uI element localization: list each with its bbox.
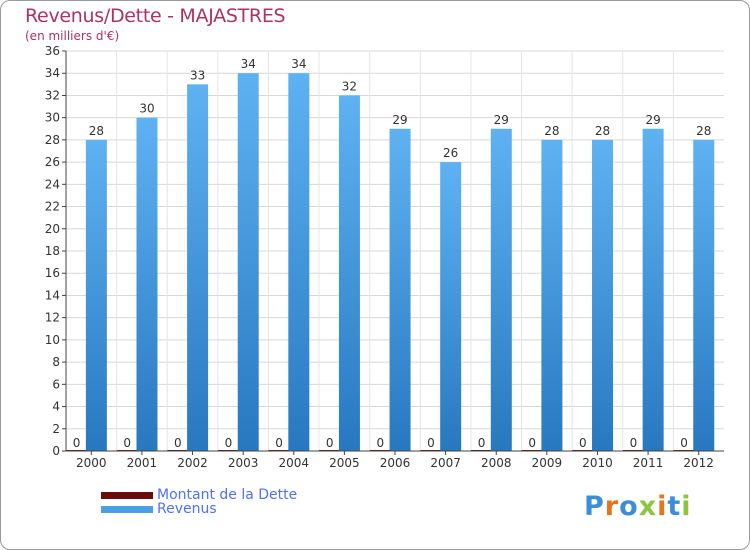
data-label-dette-2002: 0 bbox=[174, 436, 182, 450]
logo-letter: r bbox=[604, 491, 620, 522]
logo-letter: i bbox=[681, 491, 692, 522]
data-label-revenus-2008: 29 bbox=[494, 113, 509, 127]
x-tick-label: 2000 bbox=[76, 456, 107, 470]
y-tick-label: 12 bbox=[45, 311, 60, 325]
data-label-dette-2006: 0 bbox=[377, 436, 385, 450]
data-label-revenus-2009: 28 bbox=[544, 124, 559, 138]
y-tick-label: 32 bbox=[45, 88, 60, 102]
data-label-dette-2011: 0 bbox=[630, 436, 638, 450]
y-tick-label: 18 bbox=[45, 244, 60, 258]
y-tick-label: 16 bbox=[45, 266, 60, 280]
y-tick-label: 28 bbox=[45, 133, 60, 147]
bar-revenus-2005 bbox=[338, 95, 360, 451]
data-label-dette-2007: 0 bbox=[427, 436, 435, 450]
proxiti-logo: Proxiti bbox=[584, 491, 692, 522]
y-tick-label: 24 bbox=[45, 177, 60, 191]
bar-revenus-2004 bbox=[288, 73, 310, 451]
y-tick-label: 26 bbox=[45, 155, 60, 169]
data-label-dette-2012: 0 bbox=[680, 436, 688, 450]
data-label-revenus-2000: 28 bbox=[89, 124, 104, 138]
bar-revenus-2011 bbox=[642, 128, 664, 451]
x-tick-label: 2004 bbox=[278, 456, 309, 470]
data-label-revenus-2002: 33 bbox=[190, 68, 205, 82]
data-label-revenus-2004: 34 bbox=[291, 57, 306, 71]
legend-swatch-revenus bbox=[101, 505, 153, 513]
y-tick-label: 22 bbox=[45, 200, 60, 214]
x-tick-label: 2010 bbox=[582, 456, 613, 470]
data-label-revenus-2006: 29 bbox=[392, 113, 407, 127]
data-label-dette-2004: 0 bbox=[275, 436, 283, 450]
x-tick-label: 2002 bbox=[177, 456, 208, 470]
data-label-dette-2003: 0 bbox=[225, 436, 233, 450]
y-tick-label: 10 bbox=[45, 333, 60, 347]
legend-label-dette: Montant de la Dette bbox=[157, 487, 298, 503]
data-label-revenus-2012: 28 bbox=[696, 124, 711, 138]
data-label-dette-2009: 0 bbox=[528, 436, 536, 450]
y-tick-label: 6 bbox=[52, 377, 60, 391]
data-label-dette-2000: 0 bbox=[73, 436, 81, 450]
legend-item-dette: Montant de la Dette bbox=[101, 487, 297, 503]
legend-label-revenus: Revenus bbox=[157, 501, 217, 517]
x-tick-label: 2012 bbox=[683, 456, 714, 470]
y-tick-label: 14 bbox=[45, 288, 60, 302]
data-label-revenus-2011: 29 bbox=[645, 113, 660, 127]
y-tick-label: 34 bbox=[45, 66, 60, 80]
x-tick-label: 2008 bbox=[481, 456, 512, 470]
bar-revenus-2009 bbox=[541, 139, 563, 451]
data-label-dette-2008: 0 bbox=[478, 436, 486, 450]
x-tick-label: 2006 bbox=[380, 456, 411, 470]
bar-revenus-2000 bbox=[85, 139, 107, 451]
y-tick-label: 36 bbox=[45, 44, 60, 58]
data-label-revenus-2003: 34 bbox=[241, 57, 256, 71]
data-label-dette-2001: 0 bbox=[123, 436, 131, 450]
bar-revenus-2003 bbox=[237, 73, 259, 451]
x-tick-label: 2003 bbox=[228, 456, 259, 470]
logo-letter: x bbox=[638, 491, 658, 522]
legend-swatch-dette bbox=[101, 491, 153, 499]
bar-revenus-2010 bbox=[592, 139, 614, 451]
y-tick-label: 8 bbox=[52, 355, 60, 369]
y-tick-label: 0 bbox=[52, 444, 60, 458]
legend-item-revenus: Revenus bbox=[101, 501, 217, 517]
x-tick-label: 2009 bbox=[532, 456, 563, 470]
logo-letter: i bbox=[657, 491, 668, 522]
y-tick-label: 20 bbox=[45, 222, 60, 236]
data-label-revenus-2010: 28 bbox=[595, 124, 610, 138]
x-tick-label: 2001 bbox=[127, 456, 158, 470]
data-label-dette-2010: 0 bbox=[579, 436, 587, 450]
bar-revenus-2012 bbox=[693, 139, 715, 451]
bar-revenus-2007 bbox=[440, 162, 462, 451]
bar-revenus-2001 bbox=[136, 117, 158, 452]
x-tick-label: 2011 bbox=[633, 456, 664, 470]
data-label-revenus-2007: 26 bbox=[443, 146, 458, 160]
data-label-revenus-2001: 30 bbox=[139, 102, 154, 116]
data-label-dette-2005: 0 bbox=[326, 436, 334, 450]
y-tick-label: 4 bbox=[52, 400, 60, 414]
logo-letter: t bbox=[667, 491, 682, 522]
bar-revenus-2002 bbox=[187, 84, 209, 451]
chart-title: Revenus/Dette - MAJASTRES bbox=[25, 5, 286, 27]
bar-revenus-2006 bbox=[389, 128, 411, 451]
x-tick-label: 2005 bbox=[329, 456, 360, 470]
data-label-revenus-2005: 32 bbox=[342, 79, 357, 93]
logo-letter: o bbox=[619, 491, 639, 522]
chart-subtitle: (en milliers d'€) bbox=[25, 29, 120, 43]
data-labels: 0 28 0 30 0 33 0 34 0 34 0 32 0 29 0 26 0 29 0 28 0 28 0 29 0 28 bbox=[73, 57, 712, 450]
logo-letter: P bbox=[584, 491, 605, 522]
bar-revenus-2008 bbox=[490, 128, 512, 451]
y-tick-label: 2 bbox=[52, 422, 60, 436]
bars bbox=[66, 73, 715, 452]
x-tick-label: 2007 bbox=[430, 456, 461, 470]
y-tick-label: 30 bbox=[45, 111, 60, 125]
